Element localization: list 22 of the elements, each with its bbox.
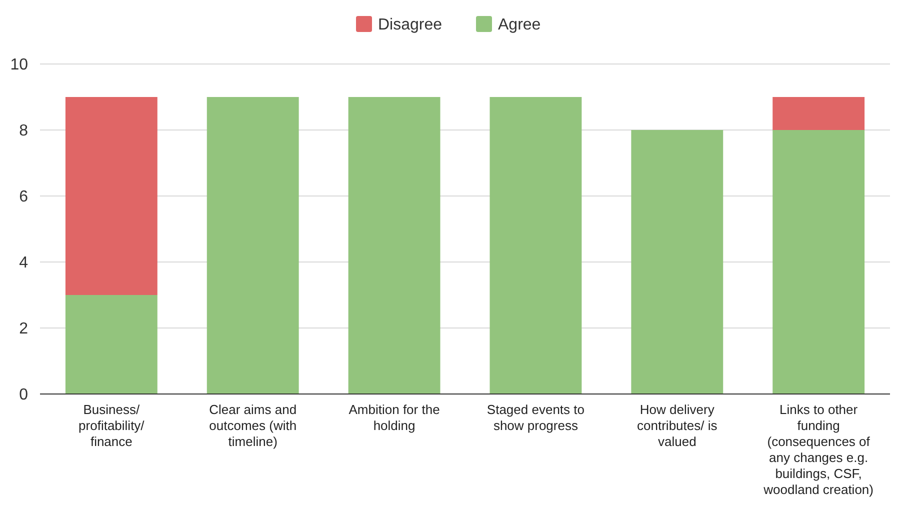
y-tick-label: 10 [10, 56, 28, 74]
legend-label: Disagree [378, 16, 442, 34]
bar [348, 97, 440, 394]
bar [206, 97, 299, 394]
x-tick-label: How delivery contributes/ is valued [637, 402, 718, 449]
bar [772, 130, 865, 394]
y-tick-label: 0 [19, 386, 28, 404]
x-tick-label: Staged events to show progress [486, 402, 585, 433]
y-tick-label: 6 [19, 188, 28, 206]
bar [631, 130, 724, 394]
bar [65, 295, 158, 394]
legend-label: Agree [498, 16, 541, 34]
x-tick-label: Clear aims and outcomes (with timeline) [209, 402, 297, 449]
y-tick-label: 8 [19, 122, 28, 140]
bar [490, 97, 582, 394]
y-tick-label: 2 [19, 320, 28, 338]
bar [65, 97, 158, 295]
x-tick-label: Links to other funding (consequences of any changes e.g. buildings, CSF, woodland creation) [762, 402, 874, 497]
y-tick-label: 4 [19, 254, 28, 272]
x-tick-label: Business/ profitability/ finance [78, 402, 145, 449]
x-tick-label: Ambition for the holding [348, 402, 440, 433]
bar [772, 97, 865, 130]
